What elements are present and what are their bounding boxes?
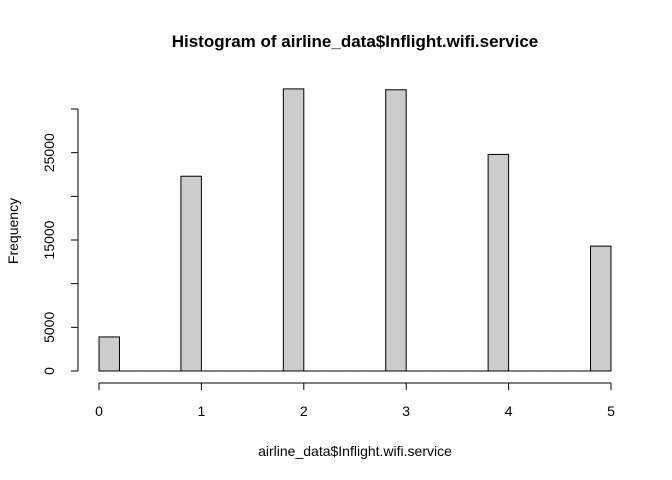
histogram-bar: [487, 153, 510, 372]
x-tick-label: 5: [607, 403, 615, 419]
x-tick-label: 4: [505, 403, 513, 419]
y-tick-label: 25000: [41, 133, 57, 172]
y-tick-label: 5000: [41, 312, 57, 343]
x-axis: 0 1 2 3 4 5: [95, 382, 615, 419]
y-tick-label: 0: [41, 367, 57, 375]
bars-group: [98, 88, 612, 372]
x-tick-label: 1: [198, 403, 206, 419]
x-tick-label: 3: [402, 403, 410, 419]
histogram-bar: [180, 175, 202, 372]
histogram-bar: [590, 245, 612, 372]
y-axis: 0 5000 15000 25000: [41, 108, 79, 375]
histogram-bar: [385, 89, 407, 372]
x-tick-label: 0: [95, 403, 103, 419]
y-axis-label: Frequency: [5, 198, 21, 264]
histogram-bar: [98, 336, 120, 372]
x-tick-label: 2: [300, 403, 308, 419]
histogram-bar: [282, 88, 305, 372]
chart-title: Histogram of airline_data$Inflight.wifi.…: [172, 32, 539, 51]
x-axis-label: airline_data$Inflight.wifi.service: [258, 443, 452, 459]
y-tick-label: 15000: [41, 220, 57, 259]
